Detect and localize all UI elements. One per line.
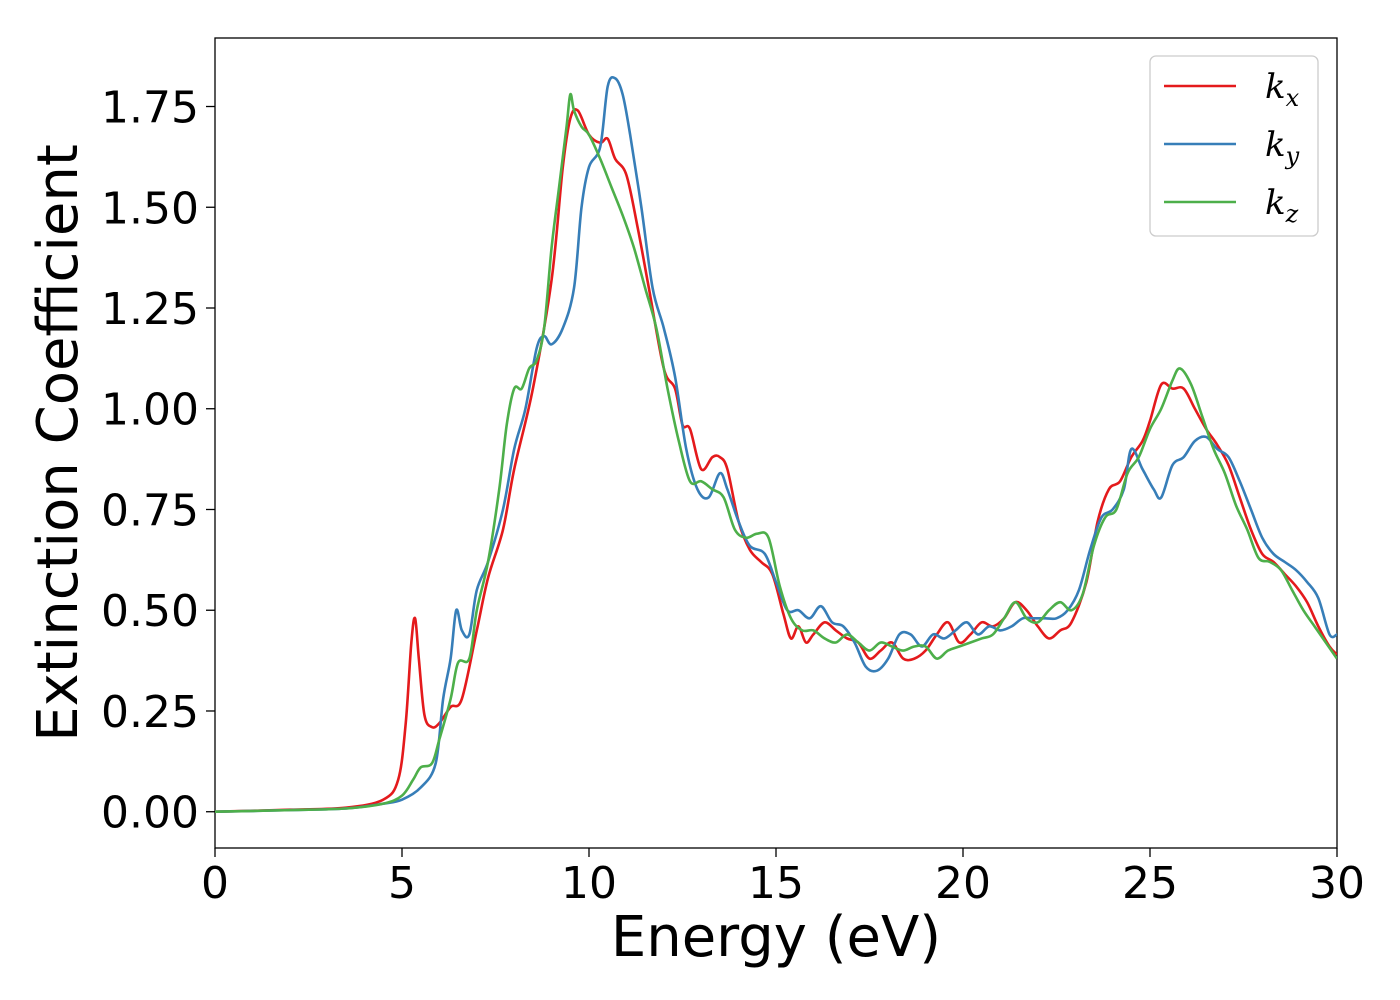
y-tick-label: 0.00 (101, 788, 199, 839)
y-tick-label: 1.75 (101, 83, 199, 134)
y-axis-ticks: 0.00 0.25 0.50 0.75 1.00 1.25 1.50 1.75 (101, 83, 215, 839)
x-axis-title: Energy (eV) (611, 905, 941, 970)
x-tick-label: 5 (388, 858, 416, 909)
series-line-z (215, 92, 1337, 814)
x-tick-label: 10 (561, 858, 617, 909)
x-tick-label: 25 (1122, 858, 1178, 909)
y-tick-label: 0.75 (101, 485, 199, 536)
x-tick-label: 0 (201, 858, 229, 909)
legend-label-y: ky (1265, 125, 1300, 170)
legend-label-z: kz (1265, 183, 1299, 228)
series-lines (215, 75, 1337, 814)
y-tick-label: 1.25 (101, 284, 199, 335)
y-tick-label: 1.50 (101, 183, 199, 234)
y-axis-title: Extinction Coefficient (26, 144, 91, 742)
y-tick-label: 0.50 (101, 586, 199, 637)
legend: kx ky kz (1149, 55, 1319, 237)
x-tick-label: 20 (935, 858, 991, 909)
series-line-x (215, 108, 1337, 814)
x-tick-label: 30 (1309, 858, 1365, 909)
series-line-y (215, 75, 1337, 814)
y-tick-label: 1.00 (101, 385, 199, 436)
y-tick-label: 0.25 (101, 687, 199, 738)
legend-box (1149, 55, 1319, 237)
x-axis-ticks: 0 5 10 15 20 25 30 (201, 848, 1365, 909)
x-tick-label: 15 (748, 858, 804, 909)
legend-label-x: kx (1265, 67, 1300, 112)
